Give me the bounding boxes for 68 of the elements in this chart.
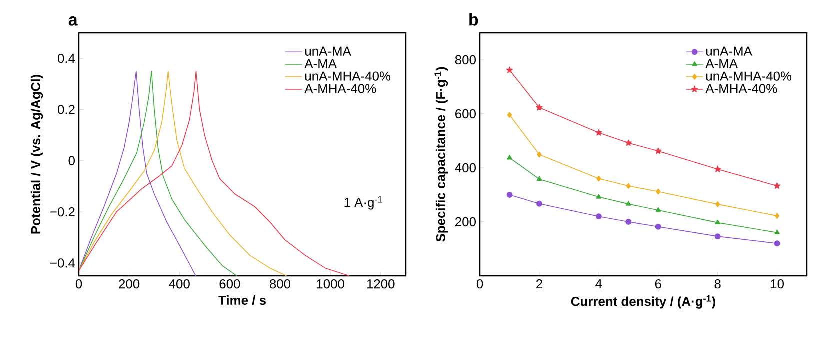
- y-axis-title: Specific capacitance / (F·g$^{-1}$): [434, 67, 448, 242]
- legend-label: unA-MA: [305, 46, 352, 56]
- point: [596, 129, 602, 136]
- x-tick-label: 0: [76, 280, 82, 289]
- point: [774, 213, 780, 220]
- point: [507, 155, 512, 160]
- y-tick-label: 0.2: [58, 105, 75, 114]
- point: [774, 230, 780, 234]
- point: [537, 152, 542, 158]
- point: [507, 112, 512, 118]
- line-series: [79, 70, 288, 276]
- point: [774, 182, 781, 189]
- x-tick-label: 2: [536, 280, 542, 289]
- point: [625, 140, 632, 146]
- point: [536, 104, 543, 111]
- x-tick-label: 0: [476, 280, 484, 289]
- y-tick-label: 200: [456, 217, 476, 227]
- x-tick-label: 6: [655, 280, 662, 289]
- x-tick-label: 1000: [317, 280, 344, 289]
- point: [506, 66, 514, 74]
- point: [596, 194, 602, 199]
- line-series: [79, 70, 196, 276]
- x-tick-label: 1200: [367, 280, 395, 289]
- x-tick-label: 400: [169, 280, 190, 289]
- point: [655, 224, 662, 230]
- point: [506, 192, 513, 198]
- point: [596, 176, 602, 182]
- x-tick-label: 600: [220, 280, 240, 289]
- point: [626, 219, 632, 225]
- legend-label: A-MHA-40%: [706, 84, 778, 94]
- point: [536, 200, 542, 207]
- y-tick-label: 800: [455, 55, 476, 65]
- x-tick-label: 200: [119, 280, 140, 289]
- x-tick-label: 10: [771, 280, 784, 289]
- chart-title: a: [68, 16, 78, 26]
- point: [536, 176, 542, 182]
- point: [655, 148, 662, 154]
- line-series: [79, 70, 238, 276]
- point: [626, 183, 631, 190]
- legend-label: unA-MHA-40%: [305, 72, 391, 81]
- annotation: 1 A·g$^{-1}$: [344, 196, 382, 210]
- point: [774, 240, 780, 247]
- y-axis-title: Potential / V (vs. Ag/AgCl): [30, 75, 44, 234]
- point: [656, 188, 661, 195]
- x-tick-label: 8: [714, 280, 721, 289]
- point: [626, 201, 632, 206]
- legend-label: A-MA: [304, 59, 337, 68]
- point: [714, 166, 722, 172]
- chart-title: b: [470, 13, 478, 26]
- point: [714, 234, 721, 240]
- point: [715, 201, 720, 208]
- point: [596, 214, 602, 220]
- legend-label: A-MHA-40%: [304, 84, 376, 94]
- x-axis-title: Time / s: [218, 296, 266, 306]
- x-tick-label: 800: [270, 280, 291, 289]
- x-axis-title: Current density / (A·g$^{-1}$): [571, 296, 716, 309]
- legend-label: unA-MHA-40%: [706, 72, 792, 81]
- y-tick-label: −0.4: [50, 258, 76, 268]
- x-tick-label: 4: [596, 280, 602, 288]
- point: [715, 220, 720, 225]
- y-tick-label: 400: [455, 163, 476, 173]
- y-tick-label: −0.2: [50, 207, 75, 217]
- y-tick-label: 0.4: [58, 54, 76, 64]
- y-tick-label: 600: [456, 109, 476, 119]
- legend-label: A-MA: [706, 59, 738, 68]
- y-tick-label: 0: [68, 156, 75, 166]
- point: [656, 207, 662, 212]
- legend-label: unA-MA: [706, 46, 752, 56]
